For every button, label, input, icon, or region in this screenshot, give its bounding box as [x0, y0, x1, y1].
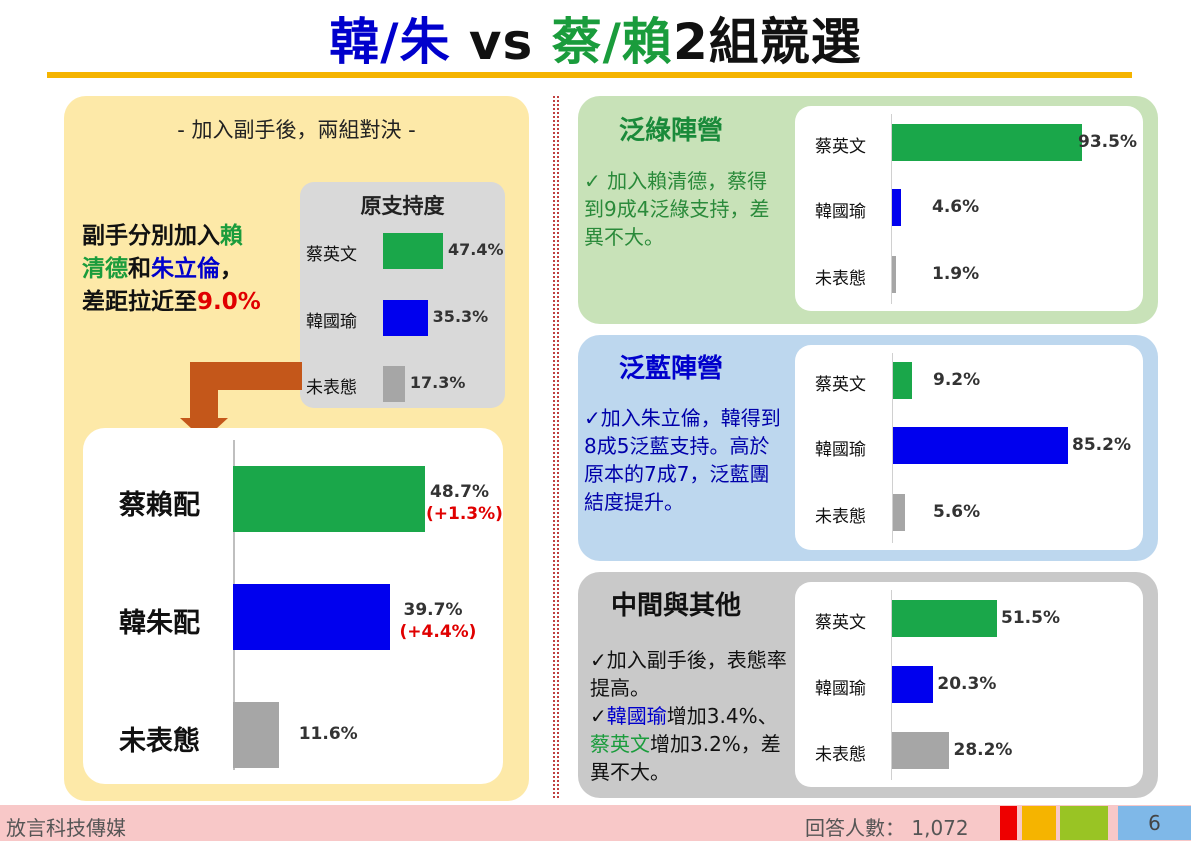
category-label: 蔡賴配	[119, 490, 200, 521]
middle-tsai-delta: 增加3.2%，差異不大。	[590, 732, 781, 784]
category-label: 未表態	[815, 268, 866, 289]
value-label: 1.9%	[932, 263, 980, 284]
category-label: 韓朱配	[119, 608, 200, 639]
footer-respondents: 回答人數： 1,072	[805, 816, 969, 840]
finding-comma: ，	[220, 256, 243, 282]
middle-title: 中間與其他	[611, 591, 742, 621]
footer-red-square	[1000, 806, 1017, 840]
pan-blue-chart: 蔡英文 9.2% 韓國瑜 85.2% 未表態 5.6%	[795, 345, 1143, 550]
bar-0	[892, 600, 997, 637]
value-label: 51.5%	[1001, 607, 1060, 628]
bar-1	[892, 189, 902, 226]
value-label: 5.6%	[933, 501, 981, 522]
bar-1	[233, 584, 390, 650]
value-label: 11.6%	[298, 724, 358, 744]
bar-2	[892, 732, 950, 769]
middle-han: 韓國瑜	[606, 704, 667, 728]
page-number: 6	[1118, 806, 1191, 840]
category-label: 未表態	[119, 726, 200, 757]
footer-orange-square	[1022, 806, 1056, 840]
bar-1	[893, 427, 1068, 464]
finding-chu: 朱立倫	[151, 256, 220, 282]
category-label: 韓國瑜	[815, 201, 866, 222]
value-label: 47.4%	[448, 240, 504, 259]
category-label: 未表態	[306, 378, 357, 398]
middle-chart: 蔡英文 51.5% 韓國瑜 20.3% 未表態 28.2%	[795, 582, 1143, 787]
value-label: 17.3%	[409, 373, 466, 392]
finding-lai-2: 清德	[82, 256, 128, 282]
delta-label: (+1.3%)	[426, 504, 503, 524]
chart-axis	[891, 114, 892, 304]
pan-blue-text: ✓加入朱立倫，韓得到8成5泛藍支持。高於原本的7成7，泛藍團結度提升。	[584, 406, 781, 514]
middle-tsai: 蔡英文	[590, 732, 650, 756]
finding-lai-1: 賴	[220, 223, 243, 249]
value-label: 35.3%	[432, 307, 489, 326]
category-label: 未表態	[815, 506, 866, 527]
value-label: 28.2%	[953, 739, 1013, 760]
category-label: 韓國瑜	[815, 678, 866, 699]
value-label: 20.3%	[937, 673, 997, 694]
category-label: 蔡英文	[306, 245, 357, 265]
bar-2	[383, 366, 405, 402]
pan-green-title: 泛綠陣營	[619, 116, 724, 146]
pan-blue-title: 泛藍陣營	[619, 354, 724, 384]
bar-1	[892, 666, 934, 703]
value-label: 93.5%	[1078, 131, 1137, 152]
title-vs: vs	[450, 13, 552, 71]
original-support-chart: 蔡英文 47.4% 韓國瑜 35.3% 未表態 17.3%	[300, 215, 505, 402]
middle-text-1: ✓加入副手後，表態率提高。	[590, 648, 787, 700]
finding-text-1: 副手分別加入	[82, 223, 220, 249]
title-part-race: 2組競選	[672, 13, 862, 71]
bar-2	[233, 702, 279, 768]
bar-0	[892, 124, 1082, 161]
page-title: 韓/朱 vs 蔡/賴2組競選	[0, 2, 1191, 74]
title-part-tsai-lai: 蔡/賴	[551, 13, 673, 71]
pan-green-chart: 蔡英文 93.5% 韓國瑜 4.6% 未表態 1.9%	[795, 106, 1143, 311]
column-divider	[553, 96, 559, 798]
finding-and: 和	[128, 256, 151, 282]
value-label: 85.2%	[1072, 434, 1131, 455]
arrow-shaft-vertical	[190, 362, 218, 420]
bar-0	[233, 466, 425, 532]
category-label: 蔡英文	[815, 136, 866, 157]
finding-gap-value: 9.0%	[197, 289, 261, 315]
middle-han-delta: 增加3.4%、	[666, 704, 778, 728]
finding-text-3: 差距拉近至	[82, 289, 197, 315]
category-label: 未表態	[815, 744, 866, 765]
title-part-han-chu: 韓/朱	[329, 13, 451, 71]
value-label: 4.6%	[932, 196, 980, 217]
chart-axis	[891, 590, 892, 780]
value-label: 39.7%	[403, 600, 463, 620]
key-finding-text: 副手分別加入賴 清德和朱立倫， 差距拉近至9.0%	[82, 220, 297, 319]
ticket-support-chart: 蔡賴配 48.7% (+1.3%) 韓朱配 39.7% (+4.4%) 未表態 11.6%	[83, 440, 503, 780]
category-label: 韓國瑜	[306, 312, 357, 332]
middle-check: ✓	[590, 704, 607, 728]
left-subtitle: - 加入副手後，兩組對決 -	[177, 118, 416, 142]
footer-publisher: 放言科技傳媒	[6, 816, 126, 840]
footer-bar	[0, 805, 1191, 841]
footer-green-square	[1060, 806, 1108, 840]
category-label: 韓國瑜	[815, 439, 866, 460]
bar-1	[383, 300, 428, 336]
bar-0	[893, 362, 912, 399]
middle-text: ✓加入副手後，表態率提高。 ✓韓國瑜增加3.4%、蔡英文增加3.2%，差異不大。	[590, 646, 795, 786]
title-underline	[47, 72, 1132, 78]
category-label: 蔡英文	[815, 374, 866, 395]
delta-label: (+4.4%)	[399, 622, 477, 642]
original-support-title: 原支持度	[360, 194, 445, 218]
value-label: 9.2%	[933, 369, 981, 390]
value-label: 48.7%	[430, 482, 489, 502]
bar-2	[893, 494, 905, 531]
pan-green-text: ✓ 加入賴清德，蔡得到9成4泛綠支持，差異不大。	[584, 169, 770, 249]
bar-0	[383, 233, 443, 269]
category-label: 蔡英文	[815, 612, 866, 633]
bar-2	[892, 256, 896, 293]
chart-axis	[892, 353, 893, 543]
